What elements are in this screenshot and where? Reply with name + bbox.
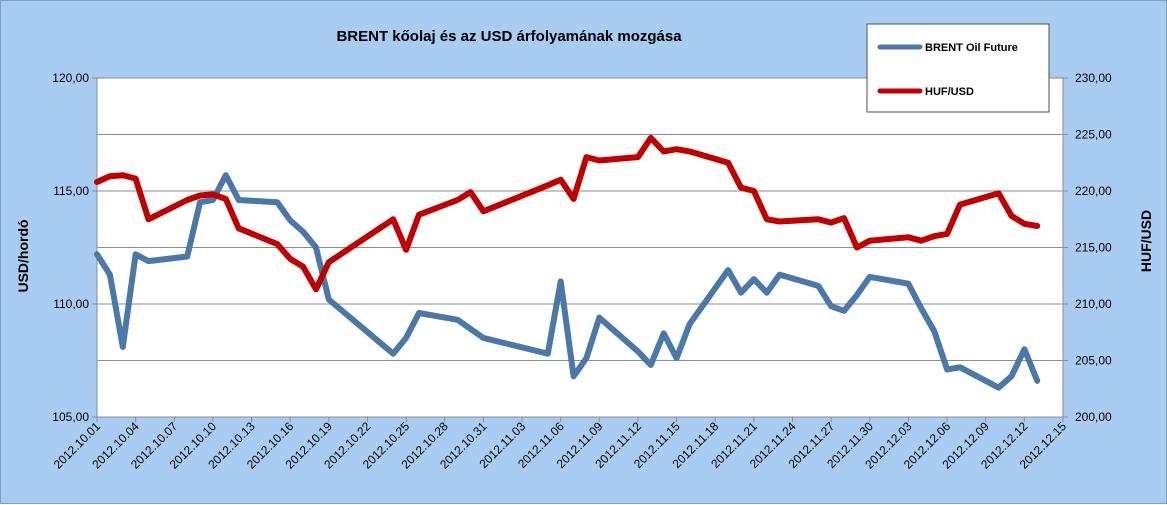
left-tick-label: 120,00 bbox=[52, 71, 89, 85]
right-tick-label: 200,00 bbox=[1075, 410, 1112, 424]
grid-lines bbox=[97, 134, 1063, 361]
x-axis-ticks: 2012.10.012012.10.042012.10.072012.10.10… bbox=[51, 417, 1069, 472]
legend: BRENT Oil Future HUF/USD bbox=[866, 23, 1050, 113]
legend-label-brent: BRENT Oil Future bbox=[925, 42, 1018, 54]
left-tick-label: 115,00 bbox=[53, 184, 89, 198]
right-tick-label: 210,00 bbox=[1075, 297, 1112, 311]
legend-label-hufusd: HUF/USD bbox=[925, 86, 974, 98]
chart-title: BRENT kőolaj és az USD árfolyamának mozg… bbox=[336, 28, 682, 45]
right-tick-label: 205,00 bbox=[1075, 354, 1112, 368]
right-tick-label: 230,00 bbox=[1075, 71, 1112, 85]
series-layer bbox=[94, 134, 1041, 391]
left-tick-label: 110,00 bbox=[53, 297, 89, 311]
right-axis-title: HUF/USD bbox=[1138, 210, 1154, 272]
left-tick-label: 105,00 bbox=[52, 410, 89, 424]
series-line-huf-usd bbox=[94, 134, 1041, 293]
legend-box bbox=[866, 23, 1050, 113]
right-axis-ticks: 200,00 205,00 210,00 215,00 220,00 225,00 230,… bbox=[1063, 71, 1112, 424]
left-axis-title: USD/hordó bbox=[15, 219, 31, 292]
series-line-brent-oil-future bbox=[94, 172, 1041, 391]
right-tick-label: 215,00 bbox=[1075, 241, 1112, 255]
left-axis-ticks: 105,00 110,00 115,00 120,00 bbox=[52, 71, 97, 424]
right-tick-label: 225,00 bbox=[1075, 128, 1112, 142]
right-tick-label: 220,00 bbox=[1075, 184, 1112, 198]
